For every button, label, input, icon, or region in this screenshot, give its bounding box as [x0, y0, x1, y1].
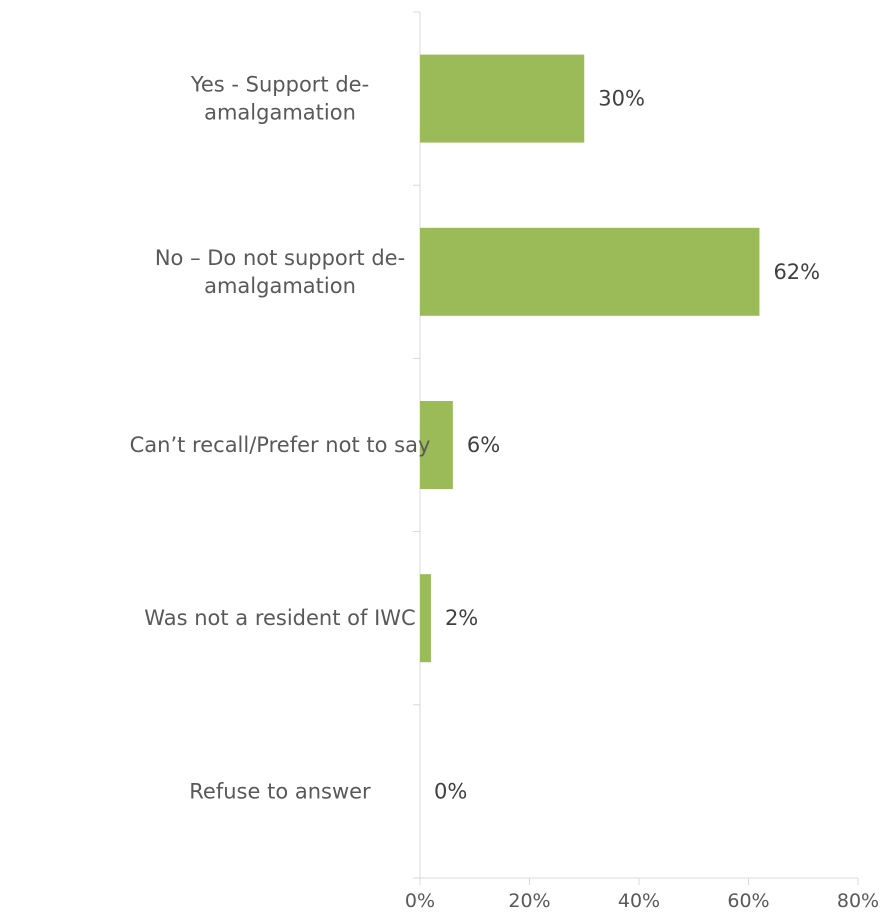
- bar: [420, 227, 760, 316]
- x-tick-label: 60%: [727, 890, 769, 912]
- x-tick-label: 40%: [618, 890, 660, 912]
- data-label: 2%: [445, 606, 478, 630]
- category-label: Can’t recall/Prefer not to say: [130, 433, 431, 457]
- x-tick-label: 20%: [508, 890, 550, 912]
- category-label: No – Do not support de-amalgamation: [155, 246, 405, 298]
- bar: [420, 574, 431, 663]
- data-labels: 30% 62% 6% 2% 0%: [434, 87, 820, 804]
- x-tick-label: 0%: [405, 890, 435, 912]
- category-label: Refuse to answer: [189, 779, 371, 803]
- data-label: 30%: [598, 87, 645, 111]
- x-tick-labels: 0% 20% 40% 60% 80%: [405, 890, 879, 912]
- category-label: Yes - Support de-amalgamation: [190, 73, 369, 125]
- data-label: 62%: [773, 260, 820, 284]
- bars: [420, 54, 760, 663]
- bar: [420, 401, 453, 489]
- x-tick-label: 80%: [837, 890, 879, 912]
- data-label: 0%: [434, 779, 467, 803]
- bar: [420, 54, 585, 143]
- category-labels: Yes - Support de-amalgamation No – Do not…: [130, 73, 431, 804]
- category-label: Was not a resident of IWC: [144, 606, 415, 630]
- data-label: 6%: [467, 433, 500, 457]
